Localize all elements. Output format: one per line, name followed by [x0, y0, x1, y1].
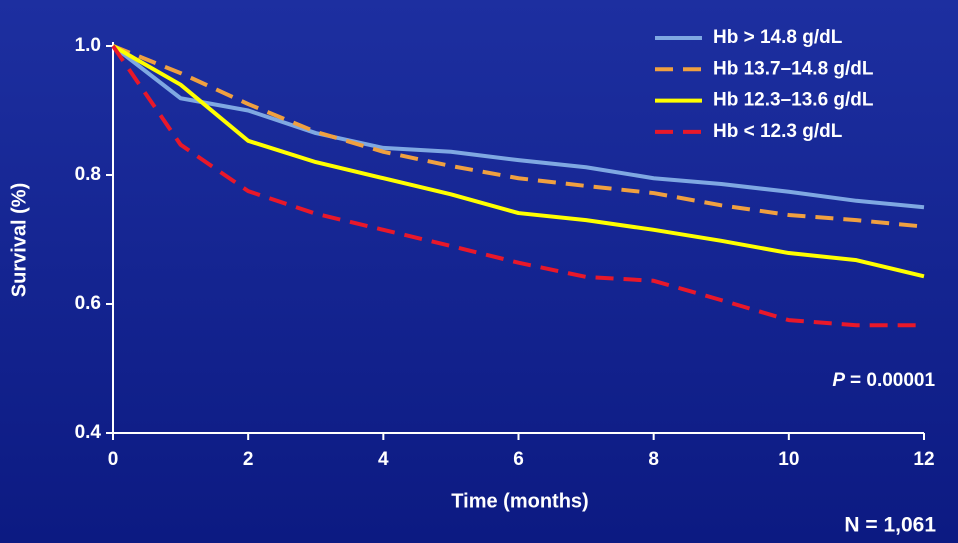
y-tick-label: 1.0: [75, 35, 101, 56]
x-tick-label: 12: [913, 449, 934, 470]
series-line: [111, 44, 924, 328]
x-tick-label: 4: [378, 449, 389, 470]
y-tick-label: 0.4: [75, 422, 102, 443]
x-axis-label: Time (months): [451, 490, 588, 512]
legend-label: Hb < 12.3 g/dL: [713, 121, 843, 142]
y-tick-label: 0.8: [75, 164, 101, 185]
series-line: [112, 44, 925, 229]
y-axis-label: Survival (%): [8, 183, 30, 297]
x-tick-label: 6: [513, 449, 524, 470]
p-symbol: P: [832, 370, 845, 391]
x-tick-label: 10: [778, 449, 799, 470]
legend-label: Hb 12.3–13.6 g/dL: [713, 90, 874, 111]
x-tick-label: 2: [243, 449, 254, 470]
p-value: = 0.00001: [850, 370, 935, 391]
x-tick-label: 0: [108, 449, 119, 470]
series-line: [112, 44, 925, 279]
y-tick-label: 0.6: [75, 293, 101, 314]
series-line: [111, 44, 925, 210]
legend-label: Hb > 14.8 g/dL: [713, 27, 843, 48]
legend-label: Hb 13.7–14.8 g/dL: [713, 58, 874, 79]
x-tick-label: 8: [648, 449, 659, 470]
sample-size: N = 1,061: [844, 514, 936, 537]
